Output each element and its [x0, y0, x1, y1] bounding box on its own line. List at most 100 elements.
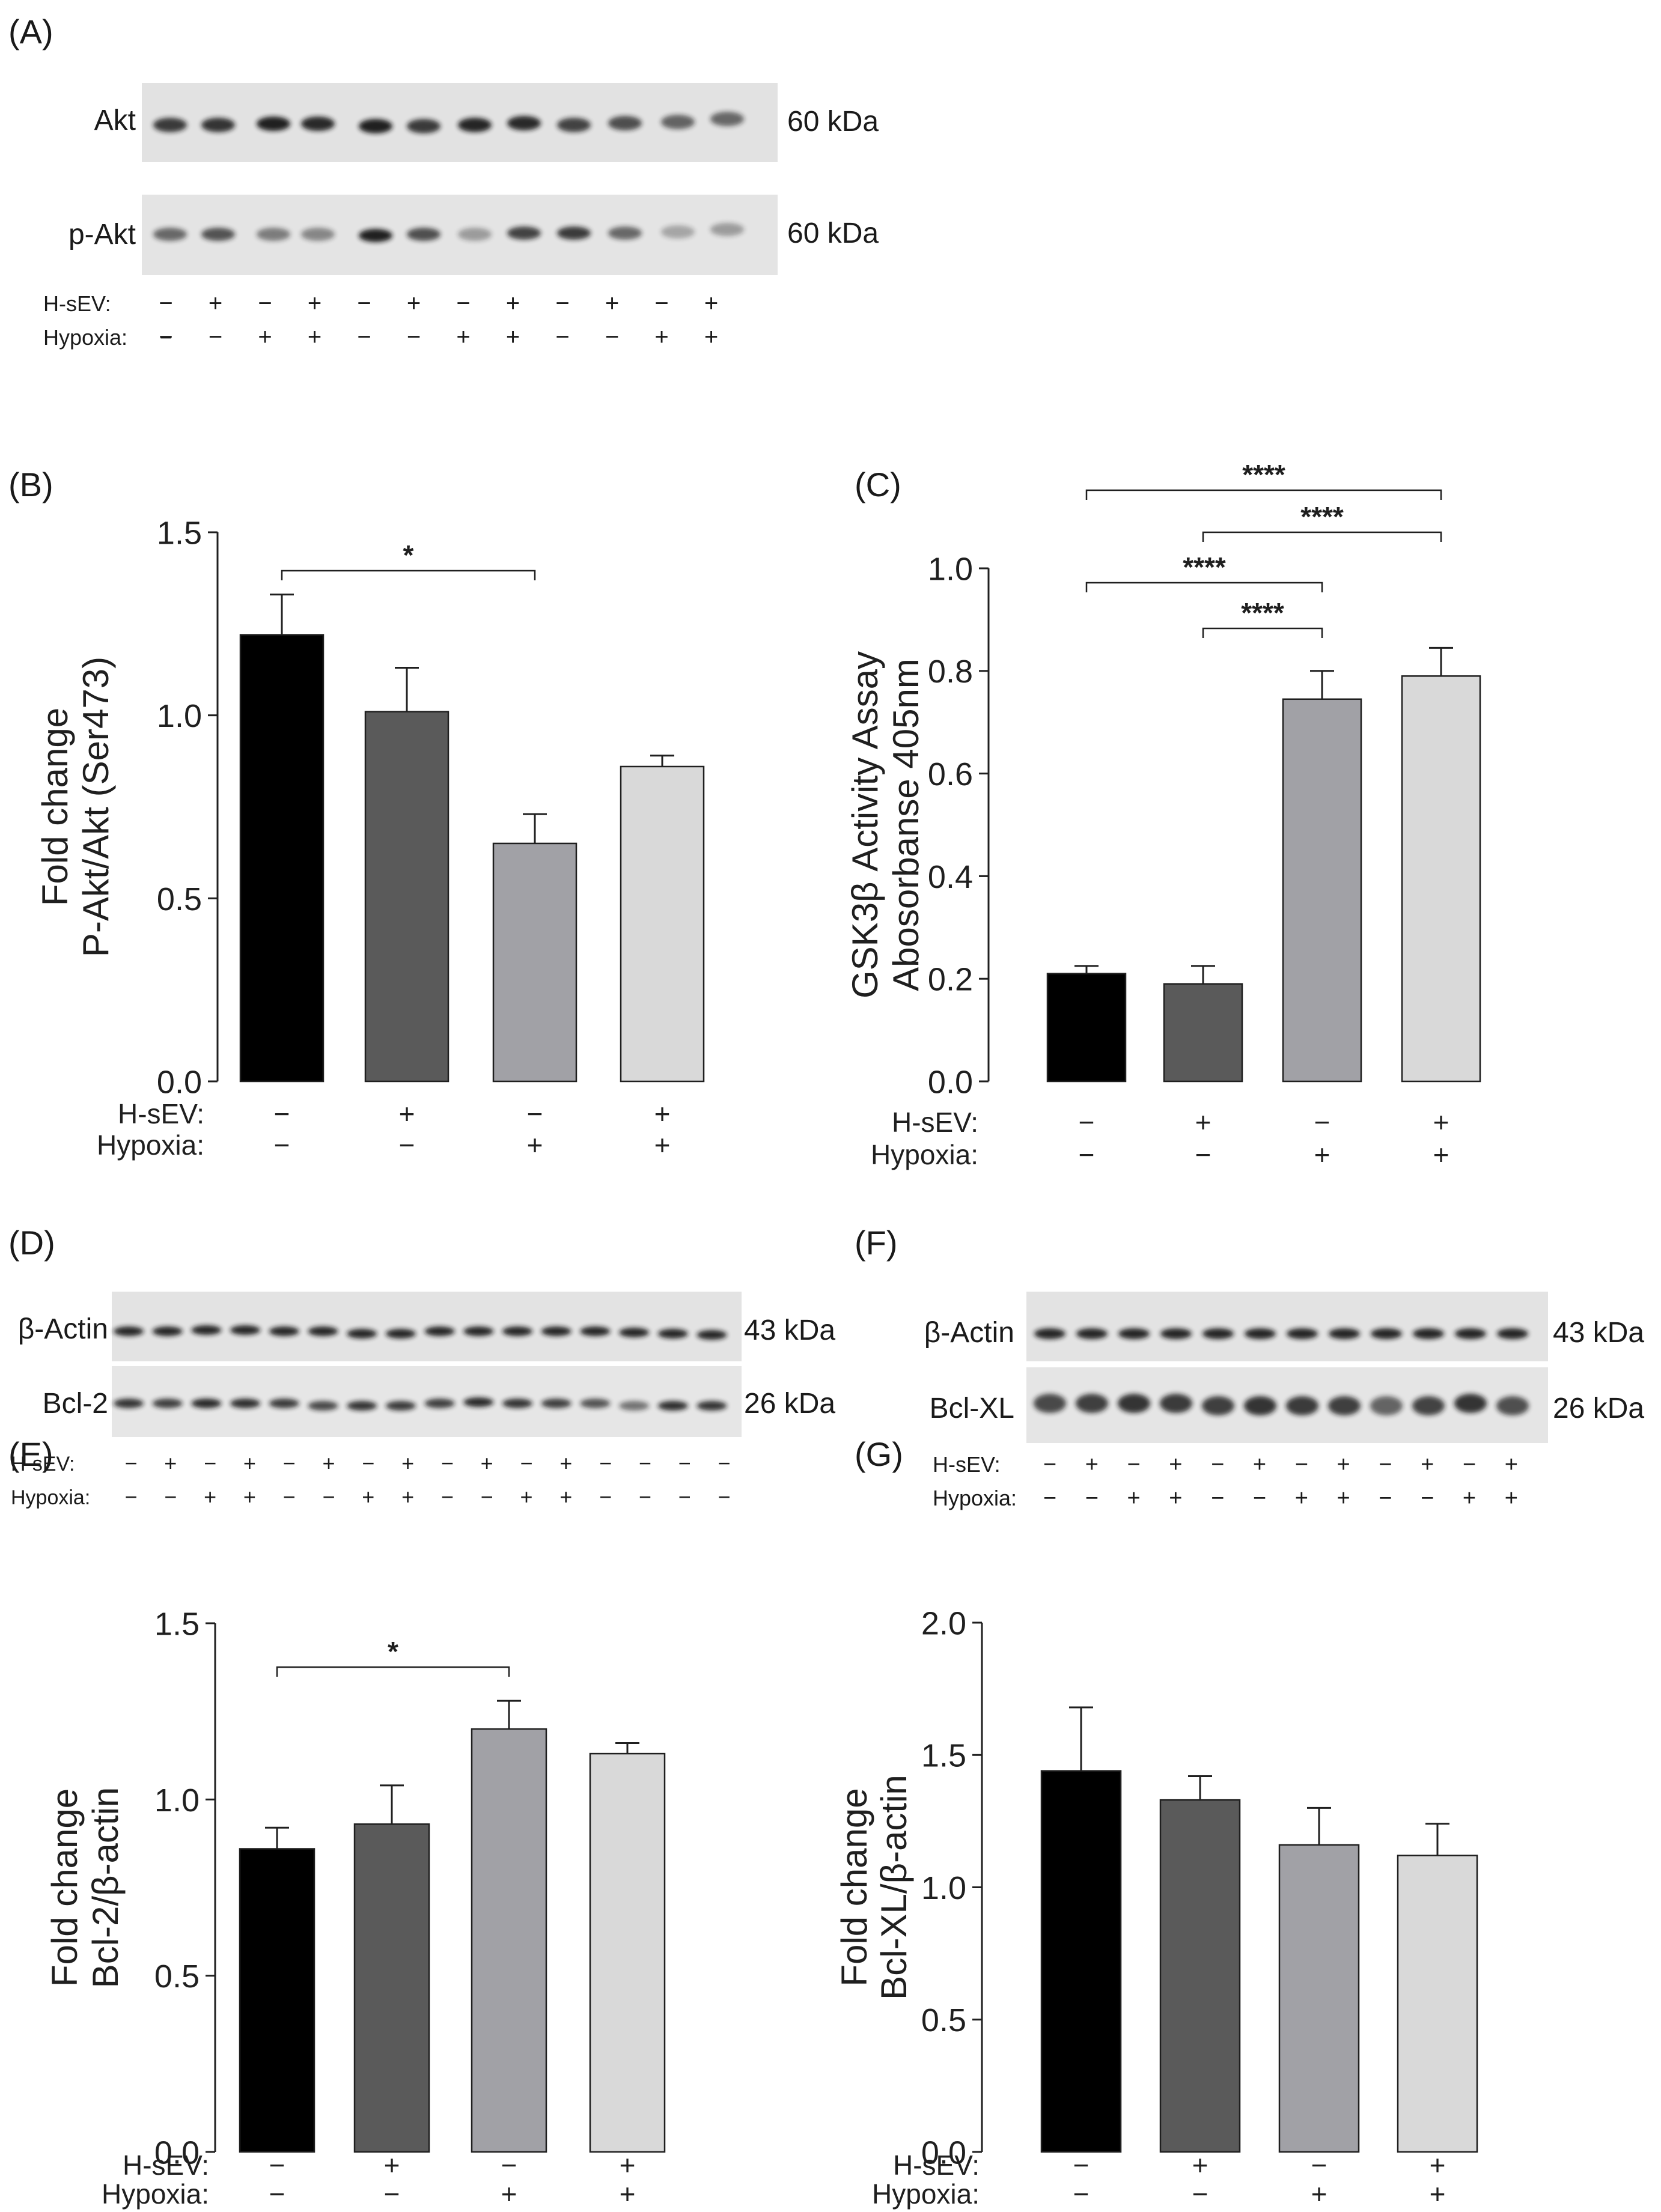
blot-d-hsev-sign-14: − [678, 1451, 691, 1475]
blot-f-band-r1-l5 [1244, 1396, 1276, 1415]
chart-c-hsev-sign-3: + [1433, 1107, 1449, 1138]
blot-d-hypoxia-sign-14: − [678, 1484, 691, 1509]
chart-e-y-tick-label-0: 0.0 [154, 2135, 200, 2171]
blot-a-bands [153, 112, 744, 242]
panel-label-b: (B) [8, 466, 53, 503]
blot-a-band-r1-l9 [608, 226, 642, 240]
chart-g-ylabel-line-1: Bcl-XL/β-actin [874, 1775, 914, 2000]
chart-c-hypoxia-label: Hypoxia: [871, 1139, 978, 1170]
panel-label-g: (G) [855, 1435, 903, 1473]
blot-d-kda-bcl2: 26 kDa [744, 1388, 835, 1420]
chart-g-y-tick-label-0: 0.0 [921, 2135, 966, 2171]
blot-d-band-r1-l6 [347, 1401, 377, 1411]
blot-f-hsev-sign-1: + [1085, 1452, 1099, 1477]
chart-e-bar-1 [353, 1823, 430, 2153]
blot-a-kda-akt: 60 kDa [787, 106, 879, 138]
blot-f-band-r1-l4 [1202, 1396, 1234, 1415]
blot-d-label-actin: β-Actin [18, 1313, 108, 1345]
chart-e-hsev-sign-3: + [620, 2150, 636, 2181]
blot-d-kda-actin: 43 kDa [744, 1314, 835, 1346]
blot-a-hypoxia-sign-9: − [605, 324, 619, 350]
blot-d-hsev-sign-5: + [322, 1451, 335, 1475]
chart-c-y-tick-label-0: 0.0 [928, 1064, 973, 1100]
chart-c-y-tick-label-4: 0.8 [928, 654, 973, 690]
chart-g-hsev-sign-1: + [1192, 2150, 1208, 2181]
blot-a-hypoxia-sign-6: + [456, 324, 470, 350]
blot-a-hsev-sign-2: − [258, 290, 272, 317]
blot-f-hypoxia-sign-4: − [1211, 1486, 1224, 1511]
blot-d-hsev-sign-2: − [204, 1451, 216, 1475]
blot-f-band-r1-l2 [1118, 1394, 1150, 1413]
chart-c-bar-1 [1163, 983, 1243, 1083]
blot-d-band-r0-l5 [308, 1326, 338, 1336]
blot-d-bands [114, 1325, 727, 1411]
blot-f-hsev-sign-7: + [1336, 1452, 1350, 1477]
blot-a-label-akt: Akt [94, 105, 136, 136]
chart-b-hypoxia-sign-2: + [527, 1129, 543, 1161]
chart-c: 0.0 0.2 0.4 0.6 0.8 1.0 GSK3β Activity Assay Ab… [845, 459, 1481, 1170]
panel-label-d: (D) [8, 1224, 55, 1262]
blot-a-band-r1-l11 [710, 223, 744, 236]
chart-b-ylabel-line-0: Fold change [35, 708, 75, 906]
chart-b-hsev-sign-0: − [274, 1098, 290, 1129]
chart-e-bar-2 [471, 1728, 547, 2153]
chart-b-y-tick-label-2: 1.0 [157, 698, 202, 734]
blot-d-band-r0-l9 [463, 1326, 494, 1336]
blot-d-band-r1-l10 [502, 1399, 532, 1408]
chart-c-hsev-sign-2: − [1314, 1107, 1330, 1138]
blot-f-hypoxia-sign-6: + [1295, 1486, 1308, 1511]
blot-d-band-r0-l7 [385, 1329, 416, 1338]
chart-e-sig-label-0: * [388, 1636, 398, 1667]
blot-f-band-r0-l3 [1160, 1328, 1192, 1339]
blot-d-hsev-sign-1: + [164, 1451, 177, 1475]
chart-c-hsev-label: H-sEV: [892, 1107, 978, 1138]
blot-f-signs: − − + − − + + + − − + − − + + + − − + − − + + + [1043, 1452, 1518, 1511]
blot-d-hsev-sign-11: + [559, 1451, 572, 1475]
blot-f-band-r1-l9 [1412, 1396, 1445, 1415]
chart-g-hsev-label: H-sEV: [893, 2150, 980, 2181]
chart-g-y-tick-label-3: 1.5 [921, 1738, 966, 1774]
blot-a-signs: − − + − − + + + − − + − − + + + − − + − − + + + [159, 290, 718, 350]
panel-label-a: (A) [8, 13, 53, 50]
blot-d: β-Actin Bcl-2 43 kDa 26 kDa H-sEV: Hypox… [11, 1292, 835, 1509]
blot-d-band-r0-l10 [502, 1326, 532, 1336]
blot-d-band-r1-l12 [580, 1399, 611, 1408]
chart-b-y-tick-label-0: 0.0 [157, 1064, 202, 1100]
blot-d-hsev-sign-10: − [520, 1451, 532, 1475]
blot-f-hypoxia-sign-3: + [1169, 1486, 1182, 1511]
blot-d-band-r1-l2 [191, 1399, 222, 1408]
blot-f-bands [1034, 1328, 1529, 1415]
blot-f-hsev-sign-0: − [1043, 1452, 1056, 1477]
panel-label-c: (C) [855, 466, 901, 503]
chart-g-y-tick-label-4: 2.0 [921, 1605, 966, 1641]
blot-f-hsev-sign-4: − [1211, 1452, 1224, 1477]
blot-a-hypoxia-sign-0: − [159, 324, 172, 350]
chart-b-bar-1 [364, 711, 450, 1083]
blot-a-hsev-label: H-sEV: [43, 291, 111, 316]
chart-e-hypoxia-sign-0: − [269, 2178, 285, 2210]
blot-f-kda-bclxl: 26 kDa [1553, 1393, 1644, 1424]
blot-a-hypoxia-sign-8: − [555, 324, 569, 350]
blot-a-band-r0-l2 [257, 117, 290, 131]
chart-e-hypoxia-label: Hypoxia: [102, 2178, 209, 2210]
blot-f-band-r1-l0 [1034, 1394, 1066, 1413]
blot-d-hypoxia-sign-9: − [481, 1484, 493, 1509]
chart-b-hsev-sign-2: − [527, 1098, 543, 1129]
blot-d-band-r0-l2 [191, 1325, 222, 1335]
blot-a-hypoxia-lead-sign: − [159, 325, 172, 350]
chart-b-bar-0 [239, 634, 325, 1083]
blot-f-kda-actin: 43 kDa [1553, 1317, 1644, 1349]
blot-f-band-r0-l1 [1076, 1328, 1108, 1339]
blot-d-band-r0-l6 [347, 1329, 377, 1338]
chart-c-hsev-sign-1: + [1195, 1107, 1211, 1138]
blot-f-hsev-sign-9: + [1421, 1452, 1434, 1477]
chart-e: 0.0 0.5 1.0 1.5 Fold change Bcl-2/β-actin * H-s… [44, 1606, 666, 2210]
blot-d-hypoxia-sign-11: + [559, 1484, 572, 1509]
chart-b-hypoxia-sign-0: − [274, 1129, 290, 1161]
blot-f-hypoxia-sign-11: + [1505, 1486, 1518, 1511]
blot-a-band-r1-l2 [257, 228, 290, 241]
chart-b-y-tick-label-3: 1.5 [157, 515, 202, 551]
blot-d-hsev-sign-3: + [243, 1451, 256, 1475]
chart-c-bar-2 [1282, 698, 1362, 1083]
blot-f-hsev-sign-5: + [1253, 1452, 1266, 1477]
